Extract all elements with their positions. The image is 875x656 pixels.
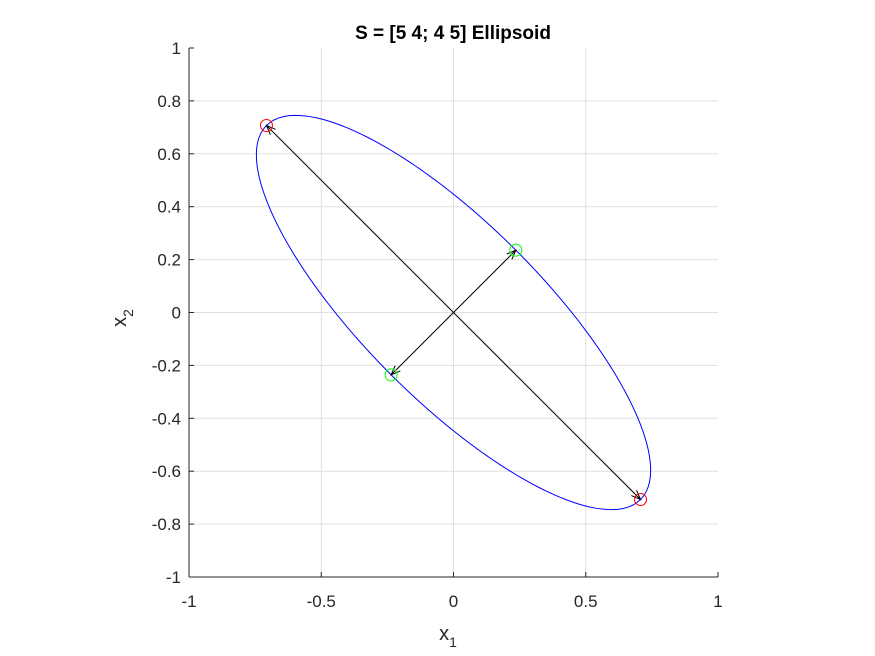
- major-endpoint-marker-1: [634, 493, 648, 507]
- y-axis-label-base: x: [109, 317, 131, 327]
- x-axis-label-subscript: 1: [449, 634, 457, 650]
- minor-endpoint-marker-0: [384, 368, 398, 382]
- principal-axes-arrows: [265, 124, 642, 501]
- tick-labels: -1 -0.5 0 0.5 1 -1 -0.8 -0.6 -0.4 -0.2 0 0.2 0.4 0.6 0…: [152, 39, 723, 611]
- x-tick-label: 0.5: [574, 592, 598, 611]
- major-axis-arrow-head-start: [265, 124, 276, 135]
- y-tick-label: -0.8: [152, 515, 181, 534]
- minor-axis-arrow-head-end: [506, 249, 517, 260]
- y-tick-label: -1: [166, 568, 181, 587]
- y-tick-label: 0.2: [157, 251, 181, 270]
- chart-title: S = [5 4; 4 5] Ellipsoid: [355, 23, 551, 44]
- x-tick-label: 0: [449, 592, 458, 611]
- y-tick-label: 0.6: [157, 145, 181, 164]
- y-tick-label: -0.6: [152, 462, 181, 481]
- x-tick-label: -1: [181, 592, 196, 611]
- x-tick-label: -0.5: [307, 592, 336, 611]
- y-tick-label: -0.2: [152, 356, 181, 375]
- y-tick-label: 1: [172, 39, 181, 58]
- x-axis-label-base: x: [439, 623, 449, 645]
- grid: [189, 48, 718, 577]
- major-axis-arrow-head-end: [631, 490, 642, 501]
- ellipse-boundary: [255, 114, 652, 511]
- minor-axis-arrow-shaft: [390, 249, 517, 376]
- endpoint-markers: [259, 118, 648, 507]
- y-tick-label: 0.4: [157, 198, 181, 217]
- y-axis-label: x2: [109, 309, 136, 327]
- y-axis-label-subscript: 2: [120, 309, 136, 317]
- y-tick-label: -0.4: [152, 409, 181, 428]
- minor-endpoint-marker-1: [509, 243, 523, 257]
- minor-axis-arrow-head-start: [390, 365, 401, 376]
- x-tick-label: 1: [713, 592, 722, 611]
- y-tick-label: 0: [172, 304, 181, 323]
- major-endpoint-marker-0: [259, 118, 273, 132]
- x-axis-label: x1: [439, 623, 457, 650]
- axes: [188, 47, 719, 578]
- y-tick-label: 0.8: [157, 92, 181, 111]
